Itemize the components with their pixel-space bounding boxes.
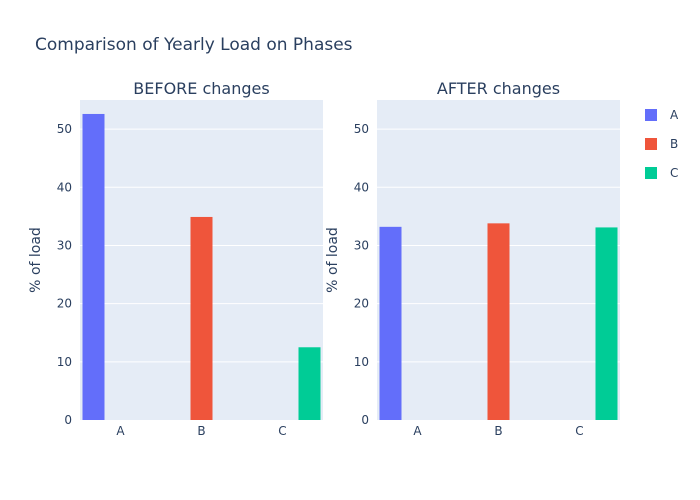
subplot-before: 0 10 20 30 40 50 A B C BEFORE changes % of load xyxy=(28,79,323,438)
y-ticks-before: 0 10 20 30 40 50 xyxy=(57,122,72,427)
legend-label-b[interactable]: B xyxy=(670,137,678,151)
y-tick-label-before: 30 xyxy=(57,238,72,252)
bar-before-c[interactable] xyxy=(298,347,321,420)
legend-swatch-c[interactable] xyxy=(645,167,657,179)
x-ticks-before: A B C xyxy=(116,424,286,438)
subplot-title-before: BEFORE changes xyxy=(133,79,269,98)
y-axis-title-before: % of load xyxy=(28,227,44,293)
y-tick-label-after: 20 xyxy=(354,297,369,311)
bar-after-b[interactable] xyxy=(487,223,510,420)
x-tick-label-before: B xyxy=(197,424,205,438)
y-tick-label-before: 50 xyxy=(57,122,72,136)
x-ticks-after: A B C xyxy=(413,424,583,438)
legend: A B C xyxy=(645,108,679,180)
bar-after-c[interactable] xyxy=(595,227,618,420)
bars-before xyxy=(82,113,321,421)
x-tick-label-after: B xyxy=(494,424,502,438)
y-tick-label-after: 30 xyxy=(354,238,369,252)
legend-label-c[interactable]: C xyxy=(670,166,678,180)
y-tick-label-after: 10 xyxy=(354,355,369,369)
x-tick-label-after: A xyxy=(413,424,422,438)
bar-before-b[interactable] xyxy=(190,216,213,420)
y-tick-label-before: 10 xyxy=(57,355,72,369)
x-tick-label-after: C xyxy=(575,424,583,438)
y-tick-label-before: 0 xyxy=(64,413,72,427)
chart-title: Comparison of Yearly Load on Phases xyxy=(35,35,353,55)
y-axis-title-after: % of load xyxy=(325,227,341,293)
x-tick-label-before: A xyxy=(116,424,125,438)
legend-label-a[interactable]: A xyxy=(670,108,679,122)
y-tick-label-after: 40 xyxy=(354,180,369,194)
y-tick-label-before: 40 xyxy=(57,180,72,194)
bars-after xyxy=(379,223,618,420)
bar-before-a[interactable] xyxy=(82,113,105,421)
y-tick-label-after: 0 xyxy=(361,413,369,427)
legend-swatch-a[interactable] xyxy=(645,109,657,121)
y-ticks-after: 0 10 20 30 40 50 xyxy=(354,122,369,427)
bar-after-a[interactable] xyxy=(379,226,402,420)
x-tick-label-before: C xyxy=(278,424,286,438)
subplot-title-after: AFTER changes xyxy=(437,79,560,98)
legend-swatch-b[interactable] xyxy=(645,138,657,150)
subplot-after: 0 10 20 30 40 50 A B C AFTER changes % of load xyxy=(325,79,620,438)
y-tick-label-after: 50 xyxy=(354,122,369,136)
y-tick-label-before: 20 xyxy=(57,297,72,311)
